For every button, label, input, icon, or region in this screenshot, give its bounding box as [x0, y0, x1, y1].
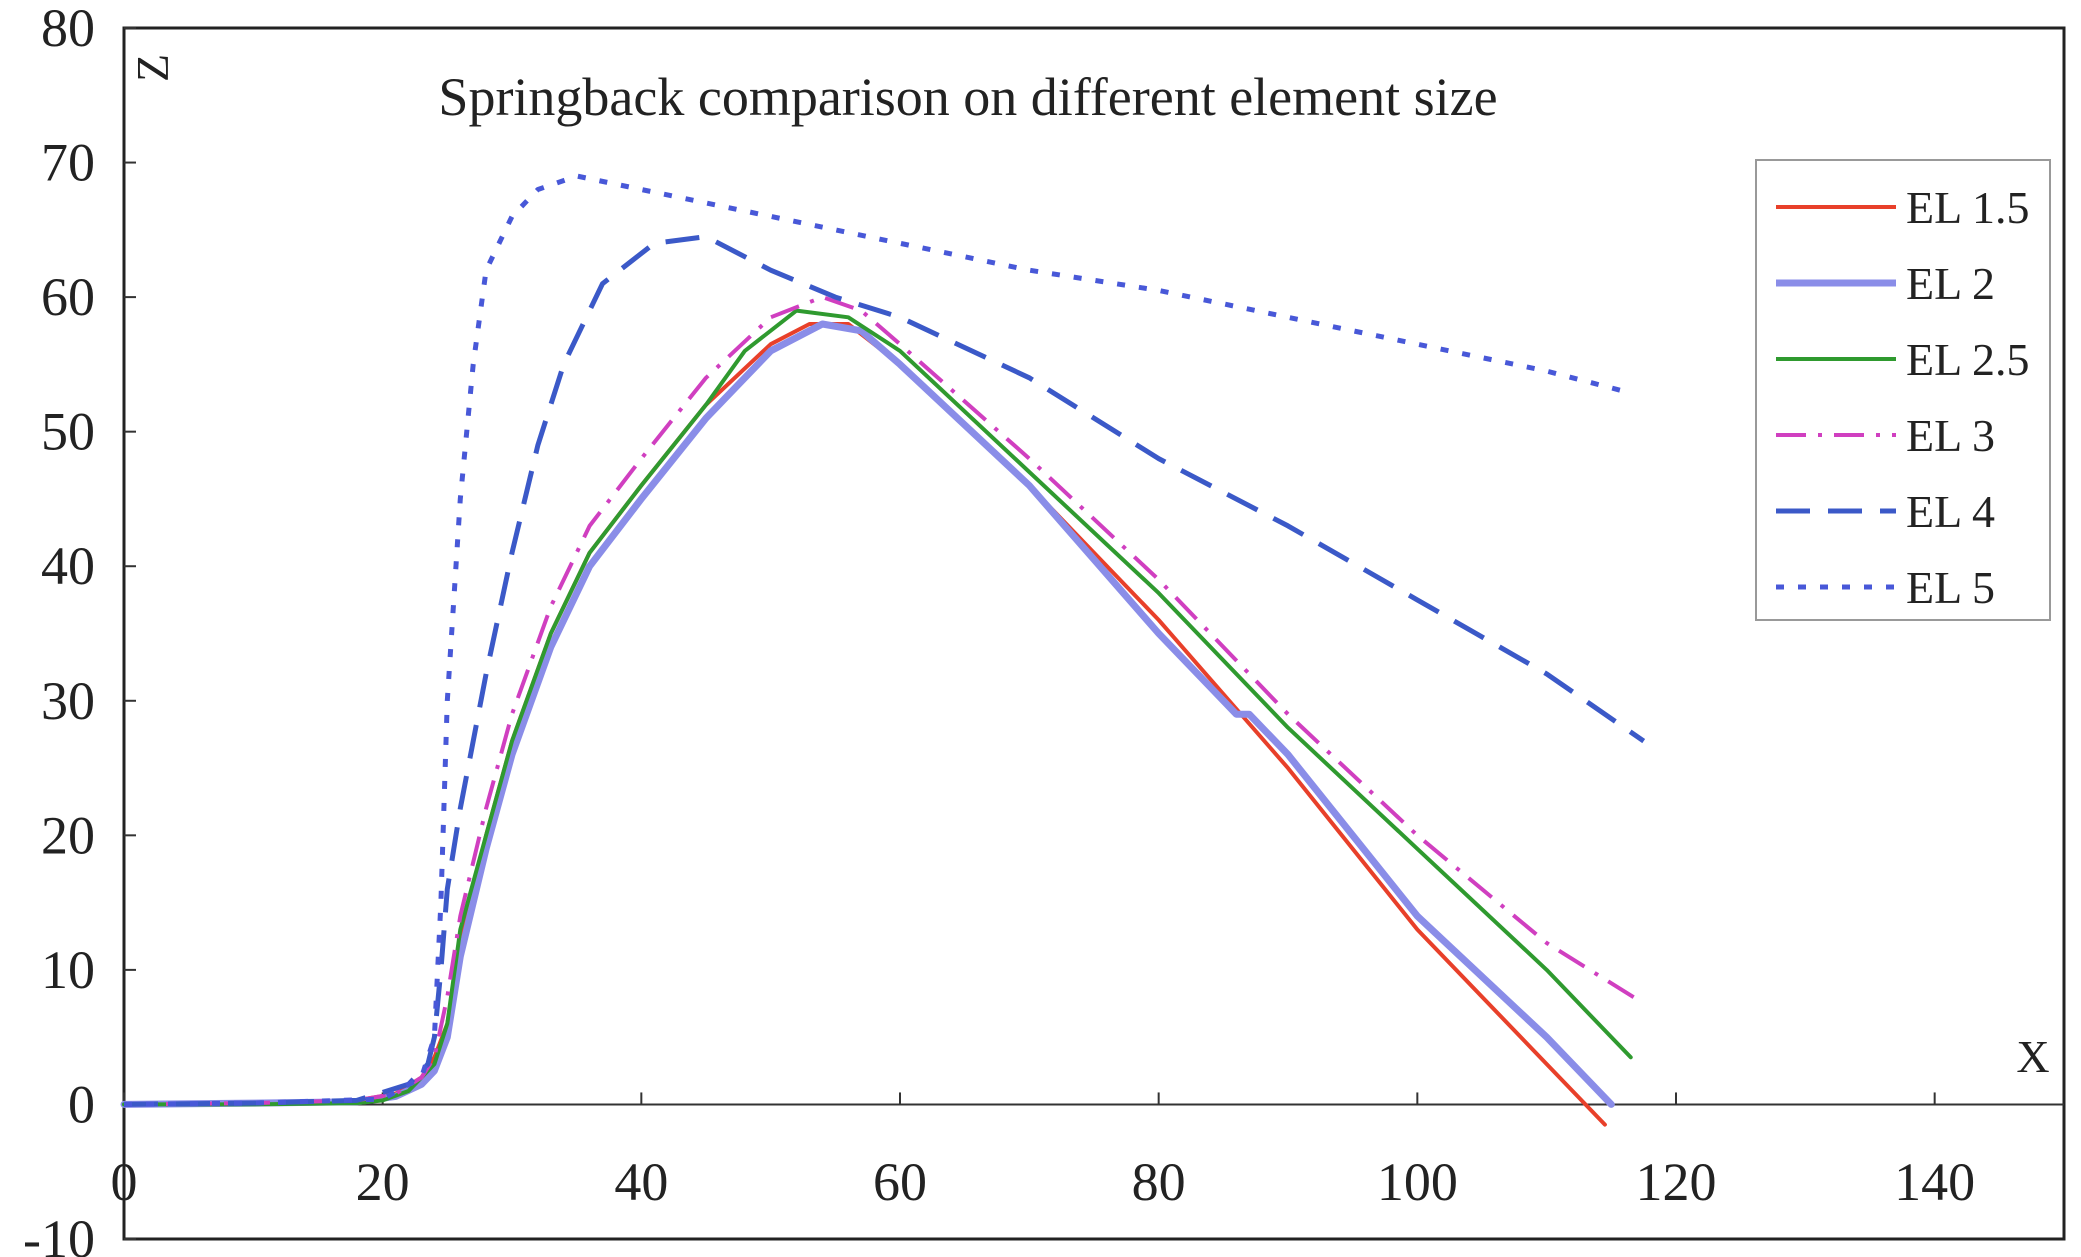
legend-label-3: EL 2.5 — [1906, 334, 2030, 385]
series-line-2 — [120, 320, 1615, 1108]
chart-title: Springback comparison on different eleme… — [438, 67, 1497, 127]
y-tick-label: -10 — [23, 1209, 95, 1257]
y-axis-label: Z — [127, 54, 178, 82]
x-ticks: 0 20 40 60 80 100 120 140 — [111, 1092, 1975, 1212]
y-ticks: -10 0 10 20 30 40 50 60 70 80 — [23, 0, 136, 1257]
x-tick-label: 0 — [111, 1152, 138, 1212]
series-line-6 — [123, 173, 1625, 1107]
y-tick-label: 40 — [41, 536, 95, 596]
x-tick-label: 80 — [1132, 1152, 1186, 1212]
legend-box — [1755, 159, 2051, 621]
legend: EL 1.5 EL 2 EL 2.5 EL 3 EL 4 EL 5 — [1755, 159, 2051, 621]
y-tick-label: 60 — [41, 267, 95, 327]
y-tick-label: 0 — [68, 1074, 95, 1134]
x-tick-label: 100 — [1377, 1152, 1458, 1212]
y-tick-label: 10 — [41, 940, 95, 1000]
series-line-4 — [123, 295, 1645, 1107]
y-tick-label: 70 — [41, 133, 95, 193]
series-layer — [120, 173, 1646, 1127]
legend-label-1: EL 1.5 — [1906, 182, 2030, 233]
y-tick-label: 80 — [41, 0, 95, 58]
legend-label-2: EL 2 — [1906, 258, 1995, 309]
y-tick-label: 30 — [41, 671, 95, 731]
series-line-3 — [122, 308, 1633, 1107]
legend-label-5: EL 4 — [1906, 486, 1995, 537]
series-line-5 — [123, 234, 1646, 1107]
legend-label-6: EL 5 — [1906, 562, 1995, 613]
legend-label-4: EL 3 — [1906, 410, 1995, 461]
x-tick-label: 140 — [1894, 1152, 1975, 1212]
y-tick-label: 20 — [41, 805, 95, 865]
x-tick-label: 120 — [1636, 1152, 1717, 1212]
x-tick-label: 20 — [356, 1152, 410, 1212]
x-axis-label: X — [2016, 1031, 2049, 1082]
x-tick-label: 60 — [873, 1152, 927, 1212]
x-tick-label: 40 — [614, 1152, 668, 1212]
y-tick-label: 50 — [41, 402, 95, 462]
